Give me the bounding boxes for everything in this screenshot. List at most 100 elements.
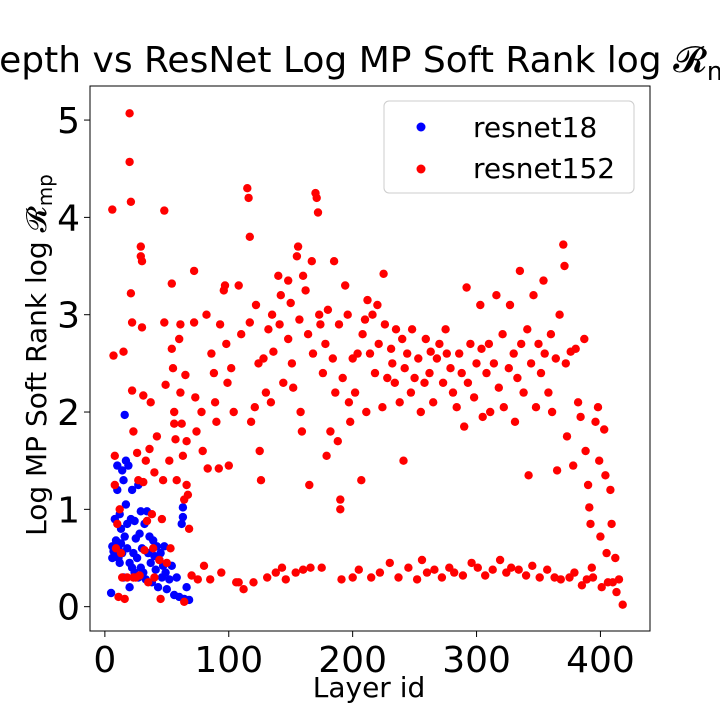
point-resnet152 — [116, 548, 126, 558]
point-resnet18 — [153, 583, 163, 592]
point-resnet152 — [284, 276, 293, 285]
axes-frame — [89, 85, 651, 632]
point-resnet152 — [455, 349, 464, 358]
point-resnet18 — [178, 512, 188, 522]
y-tick-label: 4 — [57, 198, 80, 239]
point-resnet18 — [178, 503, 188, 512]
point-resnet152 — [182, 437, 191, 446]
point-resnet152 — [602, 548, 611, 558]
point-resnet152 — [374, 339, 383, 349]
point-resnet152 — [499, 403, 508, 412]
y-tick-label: 5 — [57, 101, 80, 142]
x-tick-label: 100 — [194, 640, 263, 681]
point-resnet152 — [482, 368, 491, 378]
point-resnet152 — [410, 373, 419, 383]
point-resnet152 — [583, 480, 593, 490]
point-resnet152 — [289, 383, 298, 392]
x-tick-label: 400 — [566, 640, 635, 681]
point-resnet152 — [555, 310, 564, 319]
point-resnet152 — [535, 573, 544, 582]
point-resnet152 — [271, 568, 280, 577]
x-axis: 0 100 200 300 400 — [93, 631, 635, 681]
point-resnet152 — [399, 456, 408, 465]
point-resnet152 — [244, 193, 253, 203]
point-resnet152 — [246, 417, 256, 426]
point-resnet152 — [420, 378, 429, 387]
point-resnet152 — [141, 456, 150, 465]
point-resnet18 — [121, 500, 131, 509]
point-resnet152 — [202, 310, 211, 319]
point-resnet152 — [275, 320, 284, 329]
point-resnet152 — [614, 575, 624, 584]
point-resnet152 — [494, 383, 503, 392]
point-resnet152 — [618, 600, 627, 609]
point-resnet152 — [544, 388, 553, 397]
point-resnet18 — [136, 507, 145, 516]
point-resnet152 — [308, 349, 318, 358]
point-resnet152 — [298, 565, 308, 574]
y-tick-label: 2 — [57, 393, 80, 434]
point-resnet152 — [591, 417, 600, 426]
point-resnet152 — [172, 476, 181, 485]
point-resnet152 — [334, 320, 344, 329]
point-resnet152 — [197, 407, 206, 417]
point-resnet152 — [398, 334, 407, 344]
point-resnet152 — [365, 349, 375, 358]
point-resnet152 — [519, 388, 528, 397]
point-resnet152 — [510, 417, 520, 426]
point-resnet152 — [286, 298, 295, 308]
point-resnet152 — [338, 373, 347, 383]
point-resnet152 — [573, 398, 583, 407]
point-resnet152 — [488, 565, 497, 574]
point-resnet152 — [528, 561, 537, 570]
point-resnet152 — [150, 573, 159, 582]
point-resnet152 — [404, 563, 413, 572]
point-resnet152 — [514, 565, 523, 574]
point-resnet18 — [146, 558, 155, 568]
point-resnet152 — [229, 407, 238, 417]
point-resnet152 — [373, 300, 382, 310]
point-resnet152 — [473, 563, 482, 572]
point-resnet152 — [199, 561, 209, 570]
point-resnet152 — [306, 563, 315, 572]
legend-marker-resnet18 — [416, 122, 426, 132]
point-resnet152 — [177, 419, 186, 428]
point-resnet152 — [358, 330, 367, 339]
point-resnet152 — [486, 407, 495, 417]
chart-title: Depth vs ResNet Log MP Soft Rank log 𝓡mp — [0, 40, 720, 87]
point-resnet152 — [167, 279, 176, 288]
point-resnet152 — [580, 334, 589, 344]
point-resnet18 — [119, 476, 128, 485]
point-resnet152 — [354, 565, 363, 574]
point-resnet152 — [187, 571, 196, 580]
point-resnet152 — [269, 347, 278, 356]
point-resnet152 — [466, 339, 475, 349]
point-resnet152 — [505, 300, 515, 310]
point-resnet152 — [305, 480, 314, 490]
point-resnet152 — [170, 407, 179, 417]
point-resnet152 — [601, 471, 610, 480]
point-resnet152 — [357, 476, 366, 485]
point-resnet152 — [448, 388, 458, 397]
point-resnet18 — [161, 568, 170, 577]
point-resnet152 — [469, 393, 479, 402]
point-resnet152 — [504, 364, 513, 373]
point-resnet152 — [291, 568, 300, 577]
point-resnet152 — [189, 266, 199, 276]
point-resnet152 — [595, 456, 604, 465]
point-resnet152 — [412, 575, 422, 584]
point-resnet152 — [119, 347, 128, 356]
point-resnet152 — [165, 456, 174, 465]
point-resnet152 — [523, 325, 532, 334]
point-resnet152 — [227, 364, 236, 373]
point-resnet152 — [422, 568, 432, 577]
point-resnet152 — [243, 184, 252, 193]
point-resnet152 — [214, 464, 223, 473]
point-resnet152 — [611, 553, 620, 563]
point-resnet152 — [390, 378, 399, 387]
point-resnet152 — [333, 437, 342, 446]
point-resnet152 — [192, 427, 201, 436]
point-resnet152 — [126, 197, 136, 206]
point-resnet152 — [403, 349, 412, 358]
point-resnet152 — [543, 565, 552, 574]
